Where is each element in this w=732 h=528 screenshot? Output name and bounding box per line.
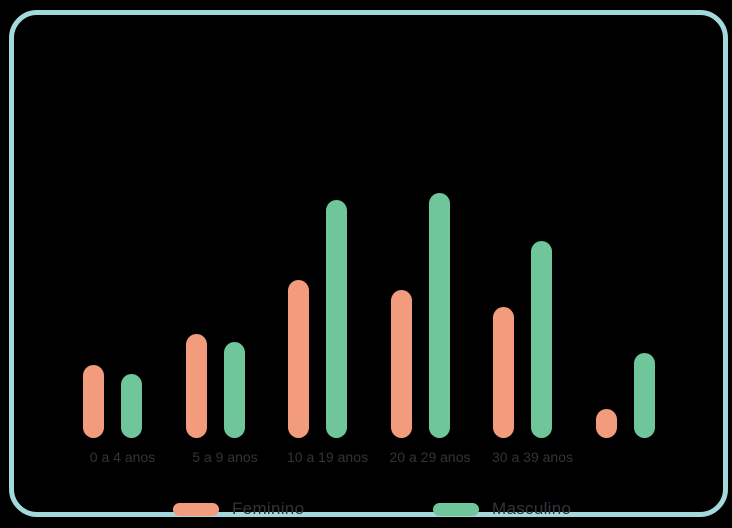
x-axis-label-3: 20 a 29 anos [389,449,471,465]
bar-group-3 [390,193,450,438]
x-axis-label-4: 30 a 39 anos [492,449,573,465]
legend-item-masculino: Masculino [433,499,572,518]
bar-masculino-5 [633,353,655,438]
x-axis-labels: 0 a 4 anos 5 a 9 anos 10 a 19 anos 20 a 29 … [83,449,655,467]
bar-feminino-5 [595,409,617,438]
bar-feminino-0 [83,365,104,438]
bar-group-4 [493,193,553,438]
bar-feminino-1 [185,334,207,438]
legend-item-feminino: Feminino [173,499,305,518]
bar-feminino-4 [493,307,515,438]
legend-label-feminino: Feminino [232,499,305,518]
bar-masculino-1 [223,342,245,438]
chart-card: 0 a 4 anos 5 a 9 anos 10 a 19 anos 20 a 29 … [9,10,728,518]
x-axis-label-1: 5 a 9 anos [192,449,258,465]
bar-masculino-2 [326,200,348,438]
feminino-swatch-icon [173,502,219,516]
bar-group-5 [595,193,655,438]
bar-masculino-3 [428,193,450,438]
bar-group-1 [185,193,245,438]
bar-feminino-2 [288,280,310,438]
bar-masculino-0 [121,374,142,438]
x-axis-label-0: 0 a 4 anos [89,449,156,465]
x-axis-label-2: 10 a 19 anos [287,449,368,465]
bar-feminino-3 [390,290,412,438]
bar-masculino-4 [531,241,553,438]
bar-groups [83,193,655,438]
bar-group-0 [83,193,142,438]
legend-label-masculino: Masculino [492,499,572,518]
masculino-swatch-icon [433,502,479,516]
bar-group-2 [288,193,348,438]
